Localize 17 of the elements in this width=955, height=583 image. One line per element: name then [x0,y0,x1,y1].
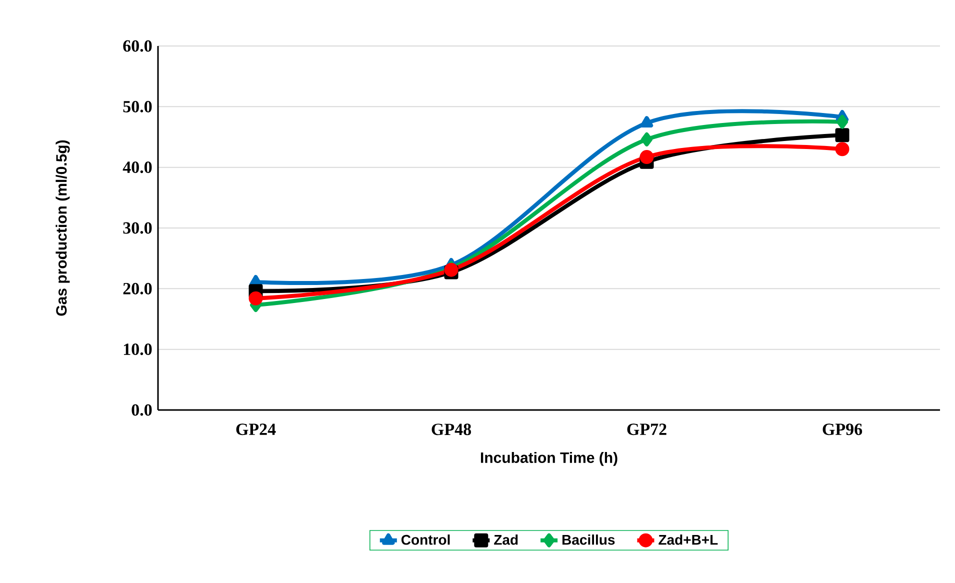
legend-label: Bacillus [562,534,615,545]
y-tick-label: 20.0 [123,282,152,294]
y-axis-title: Gas production (ml/0.5g) [56,140,70,316]
legend-label: Control [401,534,450,545]
y-tick-label: 10.0 [124,344,152,356]
x-tick-label: GP48 [432,424,471,436]
x-tick-label: GP24 [236,424,276,436]
legend-label: Zad+B+L [658,534,718,545]
y-tick-label: 0.0 [132,404,152,416]
y-tick-label: 30.0 [123,222,152,234]
y-tick-label: 60.0 [123,40,152,52]
x-axis-title: Incubation Time (h) [480,452,618,466]
y-tick-label: 50.0 [123,100,152,112]
x-tick-label: GP96 [822,424,862,436]
x-tick-label: GP72 [627,424,666,436]
legend-label: Zad [494,534,518,545]
y-tick-label: 40.0 [122,162,152,174]
